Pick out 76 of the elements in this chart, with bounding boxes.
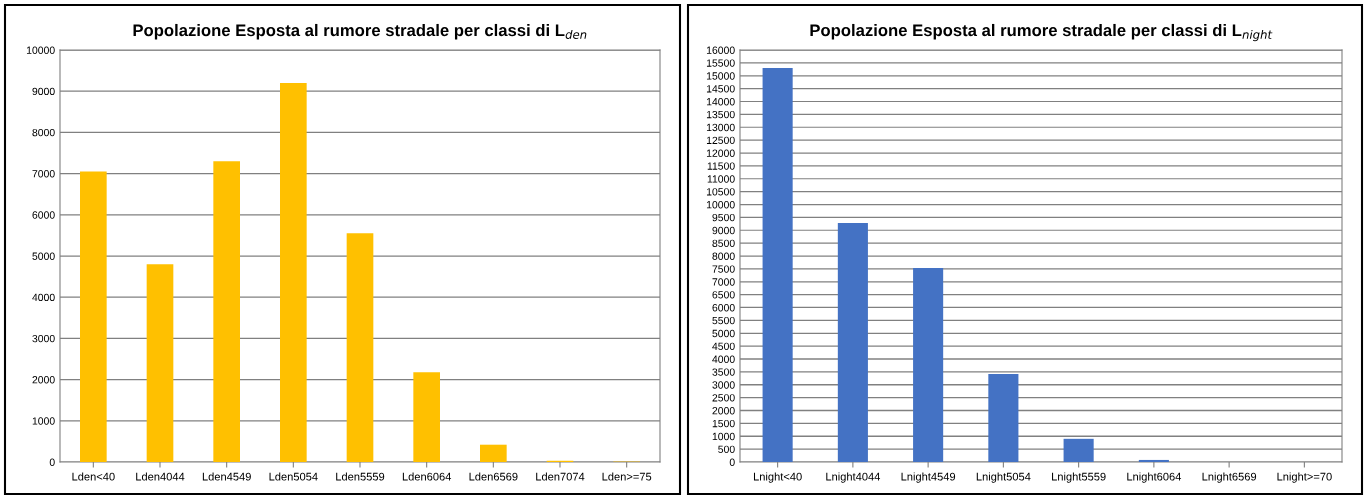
y-tick-label: 7000: [712, 278, 735, 286]
x-tick-label: Lnight5559: [1052, 472, 1106, 483]
y-tick-label: 3500: [712, 368, 735, 376]
y-tick-label: 5000: [32, 252, 55, 260]
y-tick-label: 1500: [712, 419, 735, 428]
y-tick-label: 5000: [712, 329, 735, 338]
y-tick-label: 4000: [712, 355, 735, 363]
x-tick-label: Lden>=75: [602, 472, 652, 481]
y-tick-label: 9000: [32, 87, 55, 96]
bar: [988, 373, 1019, 462]
y-tick-label: 6000: [32, 211, 55, 219]
x-tick-label: Lden6569: [469, 472, 518, 481]
y-tick-label: 9000: [712, 226, 735, 235]
y-tick-label: 10500: [706, 188, 735, 196]
bar: [480, 444, 507, 462]
x-tick-label: Lnight4044: [826, 472, 881, 483]
y-tick-label: 11500: [707, 162, 735, 170]
y-tick-label: 500: [718, 445, 735, 453]
bar: [280, 82, 307, 462]
y-tick-label: 9500: [712, 213, 735, 222]
y-tick-label: 8500: [712, 239, 735, 247]
y-tick-label: 14000: [706, 98, 735, 106]
bar: [837, 223, 868, 462]
y-tick-label: 2500: [712, 394, 735, 402]
y-tick-label: 12000: [706, 149, 735, 157]
y-tick-label: 8000: [32, 128, 55, 137]
x-tick-label: Lnight5054: [976, 472, 1031, 483]
y-tick-label: 2000: [712, 407, 735, 415]
y-tick-label: 10000: [706, 201, 735, 209]
y-tick-label: 14500: [706, 85, 735, 93]
y-tick-label: 3000: [712, 381, 735, 389]
chart-title: Popolazione Esposta al rumore stradale per classi di L$_{den}$: [133, 23, 587, 40]
x-tick-label: Lden<40: [72, 472, 115, 481]
y-tick-label: 3000: [32, 334, 55, 343]
x-tick-label: Lden5559: [336, 472, 385, 481]
x-tick-label: Lden4044: [136, 472, 185, 481]
y-tick-label: 6500: [712, 291, 735, 299]
y-tick-label: 13000: [706, 123, 735, 132]
bar: [762, 68, 793, 462]
x-tick-label: Lnight6569: [1202, 472, 1257, 483]
y-tick-label: 7000: [32, 170, 55, 178]
y-tick-label: 8000: [712, 252, 735, 260]
x-tick-label: Lden4549: [202, 472, 251, 481]
y-tick-label: 15000: [706, 72, 735, 80]
y-tick-label: 2000: [32, 376, 55, 384]
y-tick-label: 7500: [712, 265, 735, 273]
bar: [913, 268, 944, 462]
y-tick-label: 6000: [712, 304, 735, 312]
y-tick-label: 1000: [32, 417, 55, 425]
y-tick-label: 5500: [712, 316, 735, 325]
y-tick-label: 4000: [32, 293, 55, 302]
bar: [346, 233, 374, 462]
bar: [1138, 459, 1169, 462]
x-tick-label: Lnight4549: [901, 472, 956, 483]
x-tick-label: Lnight<40: [753, 472, 802, 483]
y-tick-label: 11000: [707, 175, 735, 183]
x-tick-label: Lden5054: [269, 472, 318, 481]
bar: [213, 161, 240, 462]
x-tick-label: Lden7074: [536, 472, 585, 481]
x-tick-label: Lden6064: [402, 472, 452, 481]
bar: [80, 171, 107, 462]
chart-title: Popolazione Esposta al rumore stradale per classi di L$_{night}$: [810, 23, 1273, 42]
x-tick-label: Lnight6064: [1127, 472, 1182, 483]
y-tick-label: 16000: [706, 46, 735, 54]
y-tick-label: 0: [729, 458, 735, 466]
x-tick-label: Lnight>=70: [1277, 472, 1332, 483]
y-tick-label: 10000: [26, 46, 55, 54]
y-tick-label: 15500: [706, 59, 735, 67]
y-tick-label: 1000: [712, 432, 735, 441]
y-tick-label: 0: [49, 458, 55, 466]
bar: [146, 264, 174, 462]
y-tick-label: 12500: [706, 136, 735, 144]
y-tick-label: 4500: [712, 342, 735, 350]
bar: [413, 372, 440, 462]
y-tick-label: 13500: [706, 110, 735, 119]
bar: [1063, 438, 1094, 462]
